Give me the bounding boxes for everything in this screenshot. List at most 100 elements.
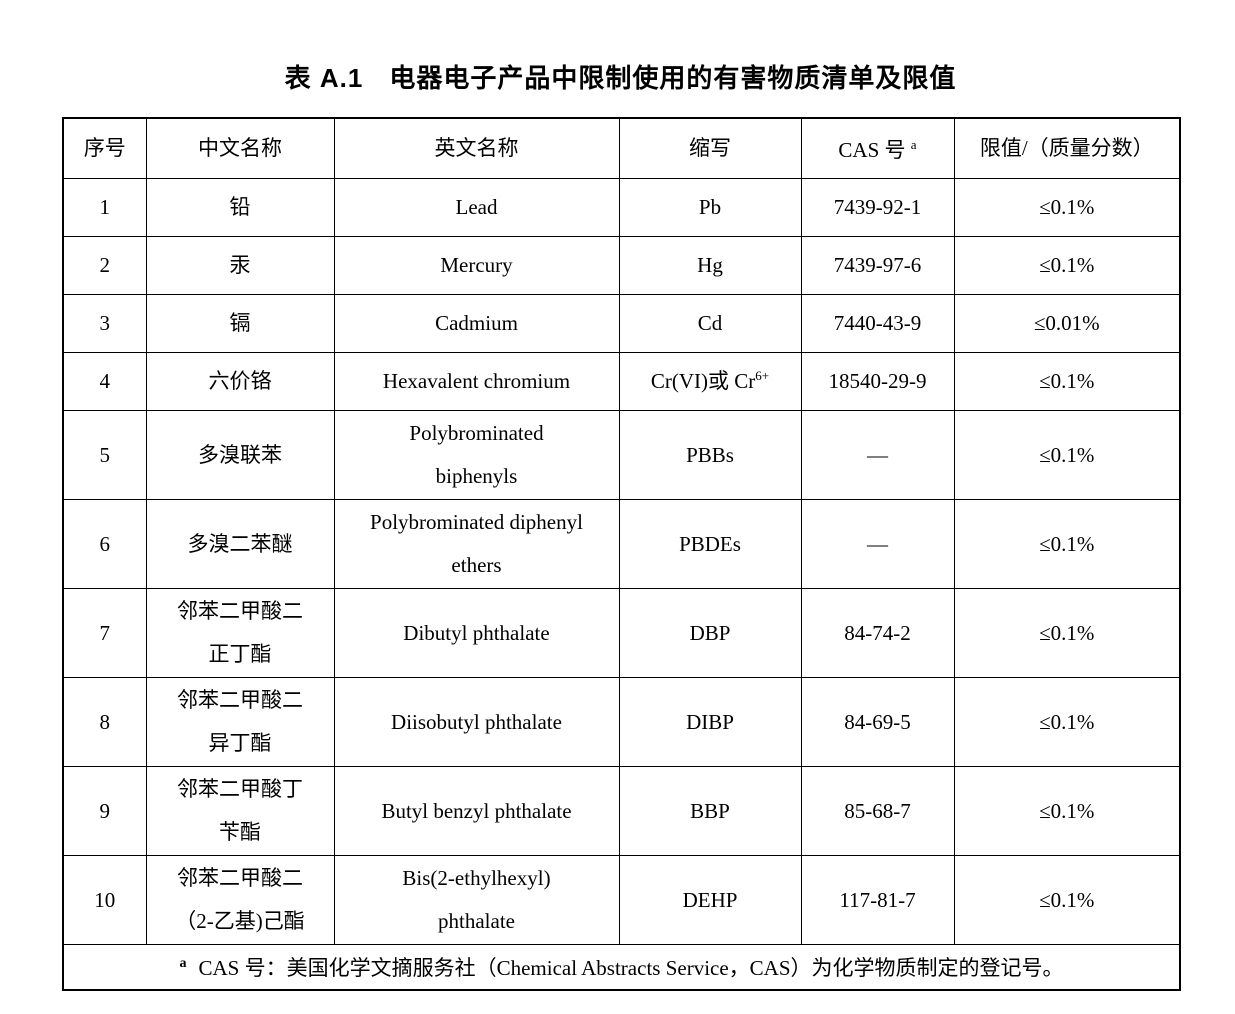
cell-abbreviation: Cd	[618, 294, 802, 353]
cell-chinese-name: 邻苯二甲酸丁 苄酯	[145, 766, 335, 856]
cell-chinese-name: 多溴二苯醚	[145, 499, 335, 589]
cell-cas-number: 85-68-7	[800, 766, 955, 856]
cas-number-value: —	[867, 531, 888, 556]
hazardous-substances-table: 序号 中文名称 英文名称 缩写 CAS 号 a 限值/（质量分数） 1 铅 Le…	[62, 117, 1181, 991]
abbreviation-value: DIBP	[686, 709, 734, 734]
cell-english-name: Lead	[333, 178, 620, 237]
limit-value: ≤0.1%	[1039, 709, 1095, 734]
abbreviation-value: PBDEs	[679, 531, 741, 556]
english-name-value: Cadmium	[435, 311, 518, 335]
cell-chinese-name: 多溴联苯	[145, 410, 335, 500]
col-header-abbreviation-label: 缩写	[689, 136, 731, 160]
cell-cas-number: 84-69-5	[800, 677, 955, 767]
table-caption: 表 A.1 电器电子产品中限制使用的有害物质清单及限值	[62, 58, 1179, 95]
abbreviation-value: BBP	[690, 798, 730, 823]
index-value: 8	[99, 709, 111, 734]
cas-number-value: 7439-97-6	[833, 253, 922, 277]
table-row-lead: 1 铅 Lead Pb 7439-92-1 ≤0.1%	[62, 178, 1181, 237]
table-row-cadmium: 3 镉 Cadmium Cd 7440-43-9 ≤0.01%	[62, 294, 1181, 353]
chinese-name-value: 铅	[229, 195, 251, 219]
limit-value: ≤0.1%	[1039, 442, 1095, 467]
english-name-value: Polybrominated biphenyls	[409, 421, 544, 488]
index-value: 4	[99, 369, 111, 393]
cell-index: 6	[62, 499, 147, 589]
cell-index: 3	[62, 294, 147, 353]
table-row-mercury: 2 汞 Mercury Hg 7439-97-6 ≤0.1%	[62, 236, 1181, 295]
cell-abbreviation: DBP	[618, 588, 802, 678]
cell-english-name: Dibutyl phthalate	[333, 588, 620, 678]
col-header-chinese-name: 中文名称	[145, 117, 335, 179]
chinese-name-value: 镉	[229, 311, 251, 335]
english-name-value: Diisobutyl phthalate	[391, 709, 562, 734]
cell-english-name: Bis(2-ethylhexyl) phthalate	[333, 855, 620, 945]
cell-index: 5	[62, 410, 147, 500]
cell-index: 1	[62, 178, 147, 237]
cell-cas-number: 84-74-2	[800, 588, 955, 678]
abbreviation-value: Pb	[698, 195, 722, 219]
table-row-dbp: 7 邻苯二甲酸二 正丁酯 Dibutyl phthalate DBP 84-74…	[62, 588, 1181, 678]
cell-index: 2	[62, 236, 147, 295]
abbreviation-value: PBBs	[686, 442, 734, 467]
cell-limit: ≤0.1%	[953, 855, 1181, 945]
cell-limit: ≤0.1%	[953, 766, 1181, 856]
limit-value: ≤0.1%	[1039, 369, 1095, 393]
cell-abbreviation: Pb	[618, 178, 802, 237]
abbreviation-value: DBP	[689, 620, 731, 645]
cell-cas-number: 7439-92-1	[800, 178, 955, 237]
cell-english-name: Polybrominated biphenyls	[333, 410, 620, 500]
cell-index: 7	[62, 588, 147, 678]
cell-chinese-name: 汞	[145, 236, 335, 295]
col-header-limit-label: 限值/（质量分数）	[979, 136, 1154, 160]
english-name-value: Butyl benzyl phthalate	[381, 798, 572, 823]
table-row-pbbs: 5 多溴联苯 Polybrominated biphenyls PBBs — ≤…	[62, 410, 1181, 500]
footnote-text: CAS 号：美国化学文摘服务社（Chemical Abstracts Servi…	[198, 956, 1064, 980]
cell-chinese-name: 邻苯二甲酸二 正丁酯	[145, 588, 335, 678]
limit-value: ≤0.1%	[1039, 531, 1095, 556]
cell-index: 4	[62, 352, 147, 411]
cell-english-name: Mercury	[333, 236, 620, 295]
col-header-index-label: 序号	[83, 136, 126, 160]
cell-abbreviation: Cr(VI)或 Cr6+	[618, 352, 802, 411]
table-row-pbdes: 6 多溴二苯醚 Polybrominated diphenyl ethers P…	[62, 499, 1181, 589]
header-row: 序号 中文名称 英文名称 缩写 CAS 号 a 限值/（质量分数）	[62, 117, 1181, 179]
cell-abbreviation: PBDEs	[618, 499, 802, 589]
cas-number-value: 84-74-2	[844, 620, 911, 645]
col-header-cas-number-label: CAS 号	[838, 137, 906, 162]
cell-english-name: Diisobutyl phthalate	[333, 677, 620, 767]
english-name-value: Lead	[455, 195, 498, 219]
table-row-dehp: 10 邻苯二甲酸二 （2-乙基)己酯 Bis(2-ethylhexyl) pht…	[62, 855, 1181, 945]
cas-footnote-marker: a	[910, 136, 917, 152]
cell-limit: ≤0.1%	[953, 499, 1181, 589]
index-value: 7	[99, 620, 111, 645]
col-header-limit: 限值/（质量分数）	[953, 117, 1181, 179]
col-header-abbreviation: 缩写	[618, 117, 802, 179]
col-header-cas-number: CAS 号 a	[800, 117, 955, 179]
chinese-name-value: 汞	[229, 253, 251, 277]
chinese-name-value: 邻苯二甲酸丁 苄酯	[177, 777, 303, 844]
cell-index: 8	[62, 677, 147, 767]
index-value: 1	[99, 195, 111, 219]
chinese-name-value: 邻苯二甲酸二 （2-乙基)己酯	[175, 866, 305, 933]
footnote-marker: a	[179, 956, 187, 971]
cell-abbreviation: Hg	[618, 236, 802, 295]
index-value: 9	[99, 798, 111, 823]
cell-cas-number: 7440-43-9	[800, 294, 955, 353]
col-header-chinese-name-label: 中文名称	[198, 136, 282, 160]
limit-value: ≤0.1%	[1039, 620, 1095, 645]
chinese-name-value: 邻苯二甲酸二 异丁酯	[177, 688, 303, 755]
chinese-name-value: 六价铬	[208, 369, 272, 393]
cell-cas-number: —	[800, 410, 955, 500]
cell-limit: ≤0.01%	[953, 294, 1181, 353]
limit-value: ≤0.1%	[1039, 195, 1095, 219]
cell-english-name: Butyl benzyl phthalate	[333, 766, 620, 856]
col-header-index: 序号	[62, 117, 147, 179]
limit-value: ≤0.01%	[1033, 311, 1100, 335]
table-row-hexavalent-chromium: 4 六价铬 Hexavalent chromium Cr(VI)或 Cr6+ 1…	[62, 352, 1181, 411]
cell-limit: ≤0.1%	[953, 236, 1181, 295]
english-name-value: Dibutyl phthalate	[403, 620, 550, 645]
table-caption-text: 电器电子产品中限制使用的有害物质清单及限值	[389, 63, 957, 93]
abbreviation-value: Hg	[697, 253, 723, 277]
index-value: 2	[99, 253, 111, 277]
cas-number-value: 7439-92-1	[833, 195, 922, 219]
